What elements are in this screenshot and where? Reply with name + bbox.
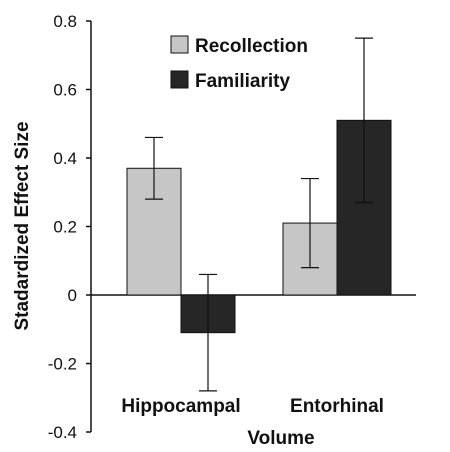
y-ticks: -0.4 -0.2 0 0.2 0.4 0.6 0.8 — [48, 12, 91, 442]
y-tick-label: 0.6 — [53, 81, 77, 100]
y-tick-label: 0.8 — [53, 12, 77, 31]
legend: Recollection Familiarity — [170, 35, 308, 92]
category-label: Entorhinal — [290, 396, 384, 417]
category-labels: Hippocampal Entorhinal — [121, 396, 384, 417]
legend-label-recollection: Recollection — [195, 36, 308, 57]
legend-swatch-familiarity — [170, 70, 189, 89]
legend-swatch-recollection — [170, 35, 189, 54]
y-tick-label: 0.4 — [53, 149, 77, 168]
y-tick-label: 0 — [68, 286, 77, 305]
y-tick-label: -0.2 — [48, 355, 77, 374]
category-label: Hippocampal — [121, 396, 240, 417]
error-bars — [145, 37, 373, 392]
y-axis-title: Stadardized Effect Size — [12, 121, 33, 330]
y-tick-label: -0.4 — [48, 423, 77, 442]
legend-label-familiarity: Familiarity — [195, 71, 290, 92]
bars — [126, 119, 392, 334]
y-tick-label: 0.2 — [53, 218, 77, 237]
x-axis-title: Volume — [247, 428, 314, 449]
axes: -0.4 -0.2 0 0.2 0.4 0.6 0.8 — [48, 12, 416, 442]
